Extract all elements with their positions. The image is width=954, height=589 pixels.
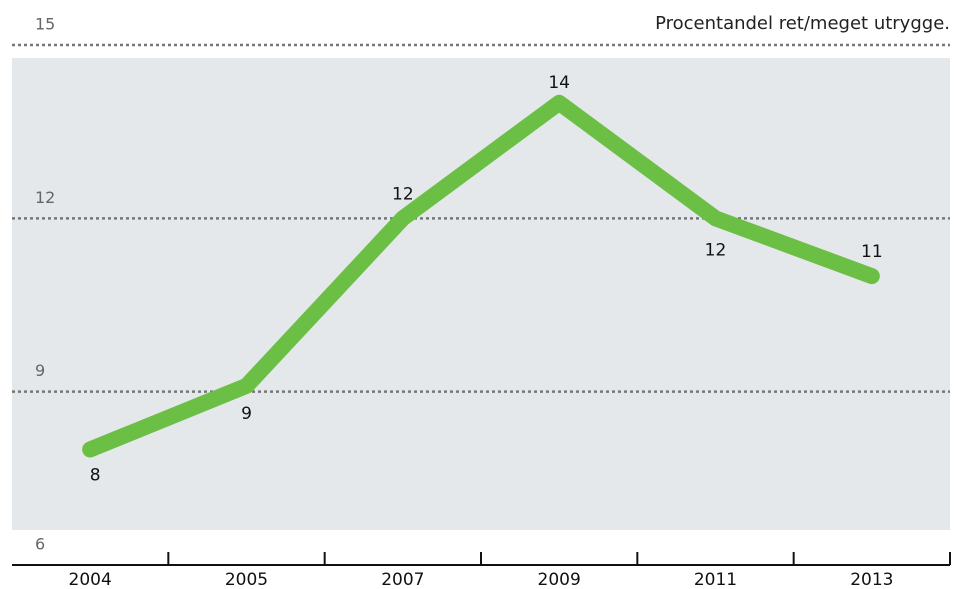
y-tick-label: 9 [35,361,45,380]
y-tick-label: 15 [35,15,55,34]
data-label: 12 [705,240,727,260]
data-label: 8 [90,465,101,485]
data-label: 14 [548,73,570,93]
y-tick-label: 6 [35,535,45,554]
data-label: 12 [392,184,414,204]
x-tick-label: 2004 [69,570,112,589]
data-label: 9 [241,404,252,424]
x-tick-label: 2013 [850,570,893,589]
x-tick-label: 2011 [694,570,737,589]
x-tick-label: 2009 [538,570,581,589]
data-line [82,94,880,458]
chart-title: Procentandel ret/meget utrygge. [655,13,950,34]
data-label: 11 [861,242,883,262]
x-tick-label: 2005 [225,570,268,589]
y-tick-label: 12 [35,188,55,207]
plot-background [12,58,950,530]
x-tick-label: 2007 [381,570,424,589]
